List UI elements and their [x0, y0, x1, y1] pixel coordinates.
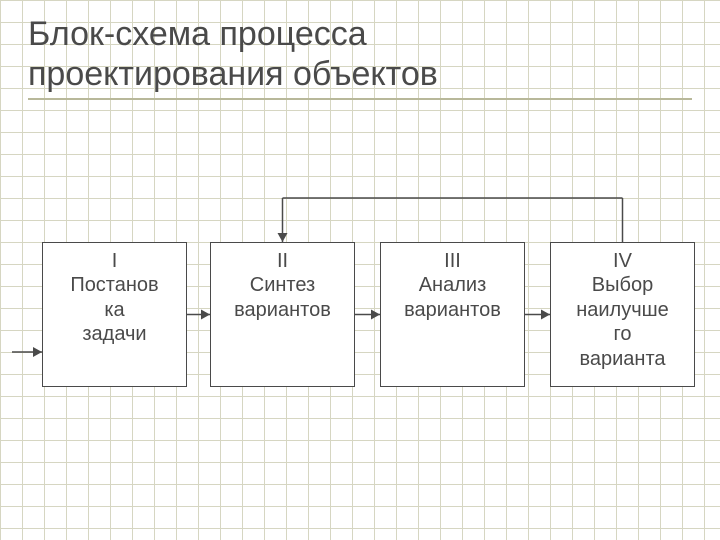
- node-ordinal: I: [112, 249, 118, 273]
- slide-title: Блок-схема процесса проектирования объек…: [28, 14, 692, 94]
- title-line-2: проектирования объектов: [28, 55, 438, 93]
- node-ordinal: IV: [613, 249, 632, 273]
- slide-title-region: Блок-схема процесса проектирования объек…: [28, 14, 692, 100]
- title-underline: [28, 98, 692, 100]
- flowchart-node: IПостановказадачи: [42, 242, 187, 387]
- node-label: Постановказадачи: [70, 273, 158, 346]
- flowchart-node: IIIАнализвариантов: [380, 242, 525, 387]
- flowchart: IПостановказадачиIIСинтезвариантовIIIАна…: [0, 150, 720, 510]
- node-label: Синтезвариантов: [234, 273, 331, 322]
- node-label: Анализвариантов: [404, 273, 501, 322]
- node-ordinal: II: [277, 249, 288, 273]
- node-label: Выборнаилучшеговарианта: [576, 273, 669, 371]
- flowchart-node: IVВыборнаилучшеговарианта: [550, 242, 695, 387]
- title-line-1: Блок-схема процесса: [28, 15, 367, 53]
- node-ordinal: III: [444, 249, 461, 273]
- flowchart-node: IIСинтезвариантов: [210, 242, 355, 387]
